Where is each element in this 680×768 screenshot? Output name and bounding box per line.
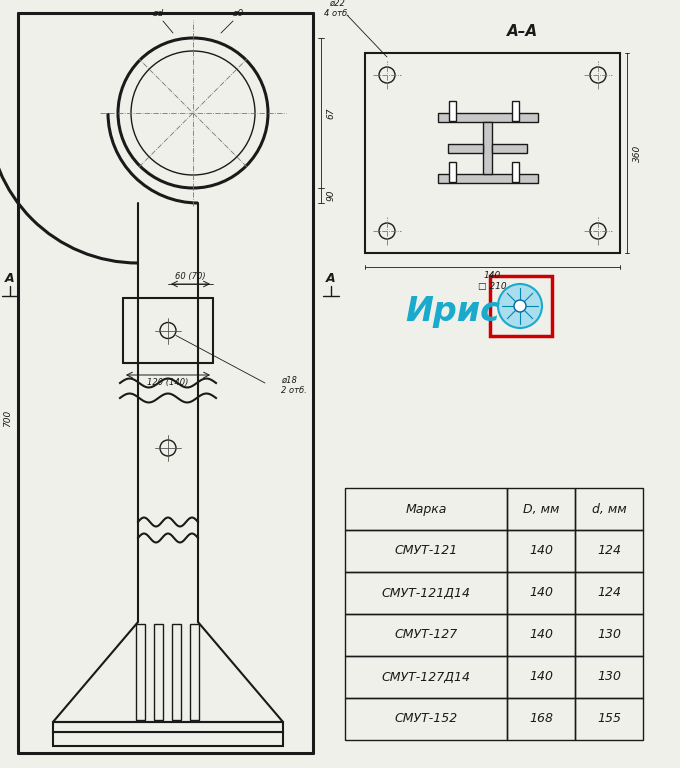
Bar (575, 656, 643, 698)
Bar (345, 656, 507, 698)
Bar (575, 488, 643, 530)
Bar (512, 162, 519, 182)
Text: D, мм: D, мм (523, 502, 559, 515)
Text: 90: 90 (326, 190, 335, 201)
Bar (365, 53, 620, 253)
Text: 360: 360 (632, 144, 641, 161)
Bar (171, 624, 180, 720)
Bar (575, 530, 643, 572)
Text: 140: 140 (529, 670, 553, 684)
Bar (490, 276, 552, 336)
Circle shape (514, 300, 526, 312)
Bar (507, 488, 575, 530)
Text: 124: 124 (597, 587, 621, 600)
Text: ød: ød (152, 8, 164, 18)
Bar (483, 122, 492, 174)
Bar (507, 572, 575, 614)
Text: ø18
2 отб.: ø18 2 отб. (281, 376, 307, 395)
Text: ø0: ø0 (233, 8, 243, 18)
Bar (345, 698, 507, 740)
Bar (345, 488, 507, 530)
Bar (135, 624, 144, 720)
Text: 140: 140 (529, 628, 553, 641)
Text: 700: 700 (3, 409, 12, 427)
Text: 130: 130 (597, 670, 621, 684)
Text: СМУТ-127: СМУТ-127 (394, 628, 458, 641)
Text: 140: 140 (529, 587, 553, 600)
Bar (345, 530, 507, 572)
Text: 67: 67 (326, 108, 335, 119)
Text: 140: 140 (484, 270, 501, 280)
Bar (507, 656, 575, 698)
Bar (449, 162, 456, 182)
Bar (154, 624, 163, 720)
Bar (492, 144, 527, 153)
Text: d, мм: d, мм (592, 502, 626, 515)
Bar (448, 144, 483, 153)
Text: 155: 155 (597, 713, 621, 726)
Text: 168: 168 (529, 713, 553, 726)
Bar (449, 101, 456, 121)
Text: СМУТ-121Д14: СМУТ-121Д14 (381, 587, 471, 600)
Text: 130: 130 (597, 628, 621, 641)
Text: 124: 124 (597, 545, 621, 558)
Bar (345, 614, 507, 656)
Circle shape (498, 284, 542, 328)
Bar (190, 624, 199, 720)
Bar (575, 614, 643, 656)
Bar (507, 530, 575, 572)
Bar (53, 732, 283, 746)
Text: СМУТ-152: СМУТ-152 (394, 713, 458, 726)
Bar (345, 572, 507, 614)
Text: □ 210: □ 210 (478, 283, 507, 292)
Bar (575, 572, 643, 614)
Bar (512, 101, 519, 121)
Text: 120 (140): 120 (140) (148, 379, 188, 388)
Bar (53, 722, 283, 732)
Text: Марка: Марка (405, 502, 447, 515)
Text: А: А (326, 272, 336, 284)
Bar (575, 698, 643, 740)
Bar (507, 698, 575, 740)
Text: Ирис: Ирис (405, 294, 500, 327)
Bar (437, 113, 537, 122)
Bar (507, 614, 575, 656)
Text: 140: 140 (529, 545, 553, 558)
Text: ø22
4 отб.: ø22 4 отб. (324, 0, 350, 18)
Bar (437, 174, 537, 183)
Text: А: А (5, 272, 15, 284)
Text: СМУТ-121: СМУТ-121 (394, 545, 458, 558)
Text: А–А: А–А (507, 24, 538, 38)
Text: СМУТ-127Д14: СМУТ-127Д14 (381, 670, 471, 684)
Text: 60 (70): 60 (70) (175, 273, 206, 282)
